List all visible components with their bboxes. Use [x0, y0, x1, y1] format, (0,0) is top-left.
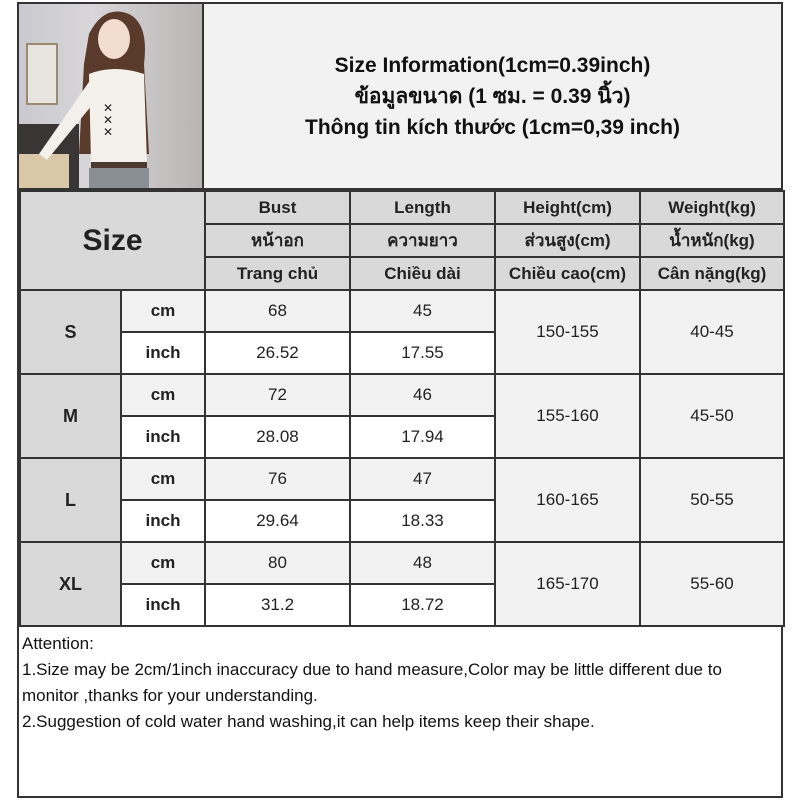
height-range: 165-170 — [494, 541, 641, 627]
length-cm: 46 — [349, 373, 496, 417]
size-info-title: Size Information(1cm=0.39inch) ข้อมูลขนา… — [204, 4, 781, 190]
col-weight-th: น้ำหนัก(kg) — [639, 223, 785, 258]
table-row-inch: inch 28.08 17.94 — [20, 415, 784, 459]
height-range: 160-165 — [494, 457, 641, 543]
weight-range: 50-55 — [639, 457, 785, 543]
model-image: ✕ ✕ ✕ — [19, 11, 149, 188]
attention-note: 2.Suggestion of cold water hand washing,… — [22, 712, 595, 731]
attention-heading: Attention: — [22, 634, 94, 653]
svg-text:✕: ✕ — [103, 125, 113, 139]
svg-text:✕: ✕ — [103, 101, 113, 115]
size-label: XL — [19, 541, 122, 627]
length-cm: 48 — [349, 541, 496, 585]
col-length-vi: Chiều dài — [349, 256, 496, 291]
size-table: Size Bust Length Height(cm) Weight(kg) ห… — [19, 190, 785, 627]
col-length-th: ความยาว — [349, 223, 496, 258]
bust-inch: 28.08 — [204, 415, 351, 459]
size-label: M — [19, 373, 122, 459]
title-vietnamese: Thông tin kích thước (1cm=0,39 inch) — [305, 115, 680, 139]
col-height-vi: Chiều cao(cm) — [494, 256, 641, 291]
table-row-cm: S cm 68 45 150-155 40-45 — [19, 289, 785, 375]
bust-inch: 31.2 — [204, 583, 351, 627]
col-weight-vi: Cân nặng(kg) — [639, 256, 785, 291]
unit-inch: inch — [120, 499, 206, 543]
weight-range: 45-50 — [639, 373, 785, 459]
bust-cm: 72 — [204, 373, 351, 417]
unit-inch: inch — [120, 331, 206, 375]
unit-cm: cm — [120, 541, 206, 585]
title-thai: ข้อมูลขนาด (1 ซม. = 0.39 นิ้ว) — [354, 84, 631, 108]
unit-inch: inch — [120, 415, 206, 459]
col-bust-en: Bust — [204, 190, 351, 225]
attention-notes: Attention: 1.Size may be 2cm/1inch inacc… — [19, 629, 781, 798]
col-height-th: ส่วนสูง(cm) — [494, 223, 641, 258]
height-range: 155-160 — [494, 373, 641, 459]
size-chart: ✕ ✕ ✕ Size Information(1cm=0.39inch) ข้อ… — [17, 2, 785, 798]
col-height-en: Height(cm) — [494, 190, 641, 225]
title-english: Size Information(1cm=0.39inch) — [334, 53, 651, 77]
length-inch: 17.94 — [349, 415, 496, 459]
table-row-inch: inch 29.64 18.33 — [20, 499, 784, 543]
size-header: Size — [19, 190, 206, 291]
col-length-en: Length — [349, 190, 496, 225]
table-row-inch: inch 26.52 17.55 — [20, 331, 784, 375]
length-inch: 18.33 — [349, 499, 496, 543]
col-bust-th: หน้าอก — [204, 223, 351, 258]
bust-inch: 26.52 — [204, 331, 351, 375]
size-label: L — [19, 457, 122, 543]
unit-cm: cm — [120, 457, 206, 501]
weight-range: 40-45 — [639, 289, 785, 375]
length-cm: 45 — [349, 289, 496, 333]
attention-note: 1.Size may be 2cm/1inch inaccuracy due t… — [22, 660, 722, 705]
size-label: S — [19, 289, 122, 375]
bust-inch: 29.64 — [204, 499, 351, 543]
bust-cm: 80 — [204, 541, 351, 585]
unit-inch: inch — [120, 583, 206, 627]
bust-cm: 68 — [204, 289, 351, 333]
table-row-cm: L cm 76 47 160-165 50-55 — [19, 457, 785, 543]
svg-text:✕: ✕ — [103, 113, 113, 127]
unit-cm: cm — [120, 289, 206, 333]
length-cm: 47 — [349, 457, 496, 501]
table-row-cm: M cm 72 46 155-160 45-50 — [19, 373, 785, 459]
height-range: 150-155 — [494, 289, 641, 375]
table-row-cm: XL cm 80 48 165-170 55-60 — [19, 541, 785, 627]
table-row-inch: inch 31.2 18.72 — [20, 583, 784, 627]
weight-range: 55-60 — [639, 541, 785, 627]
bust-cm: 76 — [204, 457, 351, 501]
product-photo: ✕ ✕ ✕ — [19, 4, 204, 190]
unit-cm: cm — [120, 373, 206, 417]
length-inch: 18.72 — [349, 583, 496, 627]
length-inch: 17.55 — [349, 331, 496, 375]
col-weight-en: Weight(kg) — [639, 190, 785, 225]
col-bust-vi: Trang chủ — [204, 256, 351, 291]
